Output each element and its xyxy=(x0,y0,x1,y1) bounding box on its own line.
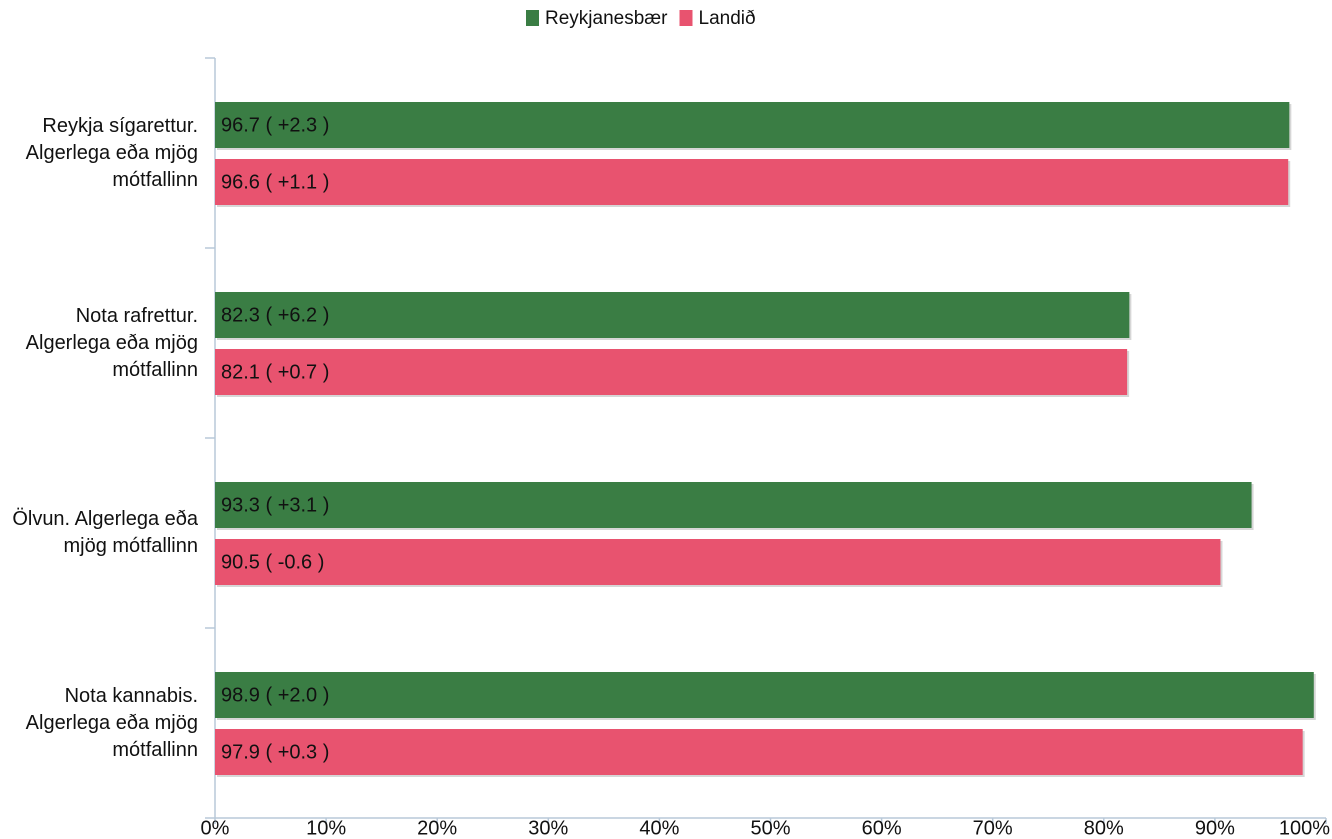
category-label: Nota rafrettur. Algerlega eða mjög mótfa… xyxy=(25,304,198,381)
bar xyxy=(215,482,1252,528)
value-label: 90.5 ( -0.6 ) xyxy=(221,551,324,573)
value-label: 96.7 ( +2.3 ) xyxy=(221,114,329,136)
x-tick-label: 60% xyxy=(862,817,902,839)
x-tick-label: 50% xyxy=(750,817,790,839)
legend-swatch xyxy=(679,10,693,26)
x-tick-label: 0% xyxy=(201,817,230,839)
x-tick-label: 80% xyxy=(1084,817,1124,839)
legend-label: Reykjanesbær xyxy=(545,8,668,29)
x-tick-label: 90% xyxy=(1195,817,1235,839)
bar xyxy=(215,102,1290,148)
x-tick-label: 30% xyxy=(528,817,568,839)
x-tick-label: 20% xyxy=(417,817,457,839)
value-label: 82.1 ( +0.7 ) xyxy=(221,361,329,383)
bar xyxy=(215,349,1128,395)
x-tick-label: 40% xyxy=(639,817,679,839)
x-tick-label: 10% xyxy=(306,817,346,839)
value-label: 93.3 ( +3.1 ) xyxy=(221,494,329,516)
value-label: 82.3 ( +6.2 ) xyxy=(221,304,329,326)
x-tick-label: 100% xyxy=(1279,817,1330,839)
bar xyxy=(215,539,1221,585)
bar xyxy=(215,292,1130,338)
value-label: 98.9 ( +2.0 ) xyxy=(221,684,329,706)
legend-label: Landið xyxy=(699,8,756,29)
bar xyxy=(215,729,1303,775)
bar xyxy=(215,159,1289,205)
category-label: Nota kannabis. Algerlega eða mjög mótfal… xyxy=(25,684,198,761)
legend-swatch xyxy=(526,10,539,26)
category-label: Reykja sígarettur. Algerlega eða mjög mó… xyxy=(25,114,198,191)
value-label: 97.9 ( +0.3 ) xyxy=(221,741,329,763)
x-tick-label: 70% xyxy=(973,817,1013,839)
value-label: 96.6 ( +1.1 ) xyxy=(221,171,329,193)
bar xyxy=(215,672,1314,718)
category-label: Ölvun. Algerlega eða mjög mótfallinn xyxy=(12,508,198,557)
